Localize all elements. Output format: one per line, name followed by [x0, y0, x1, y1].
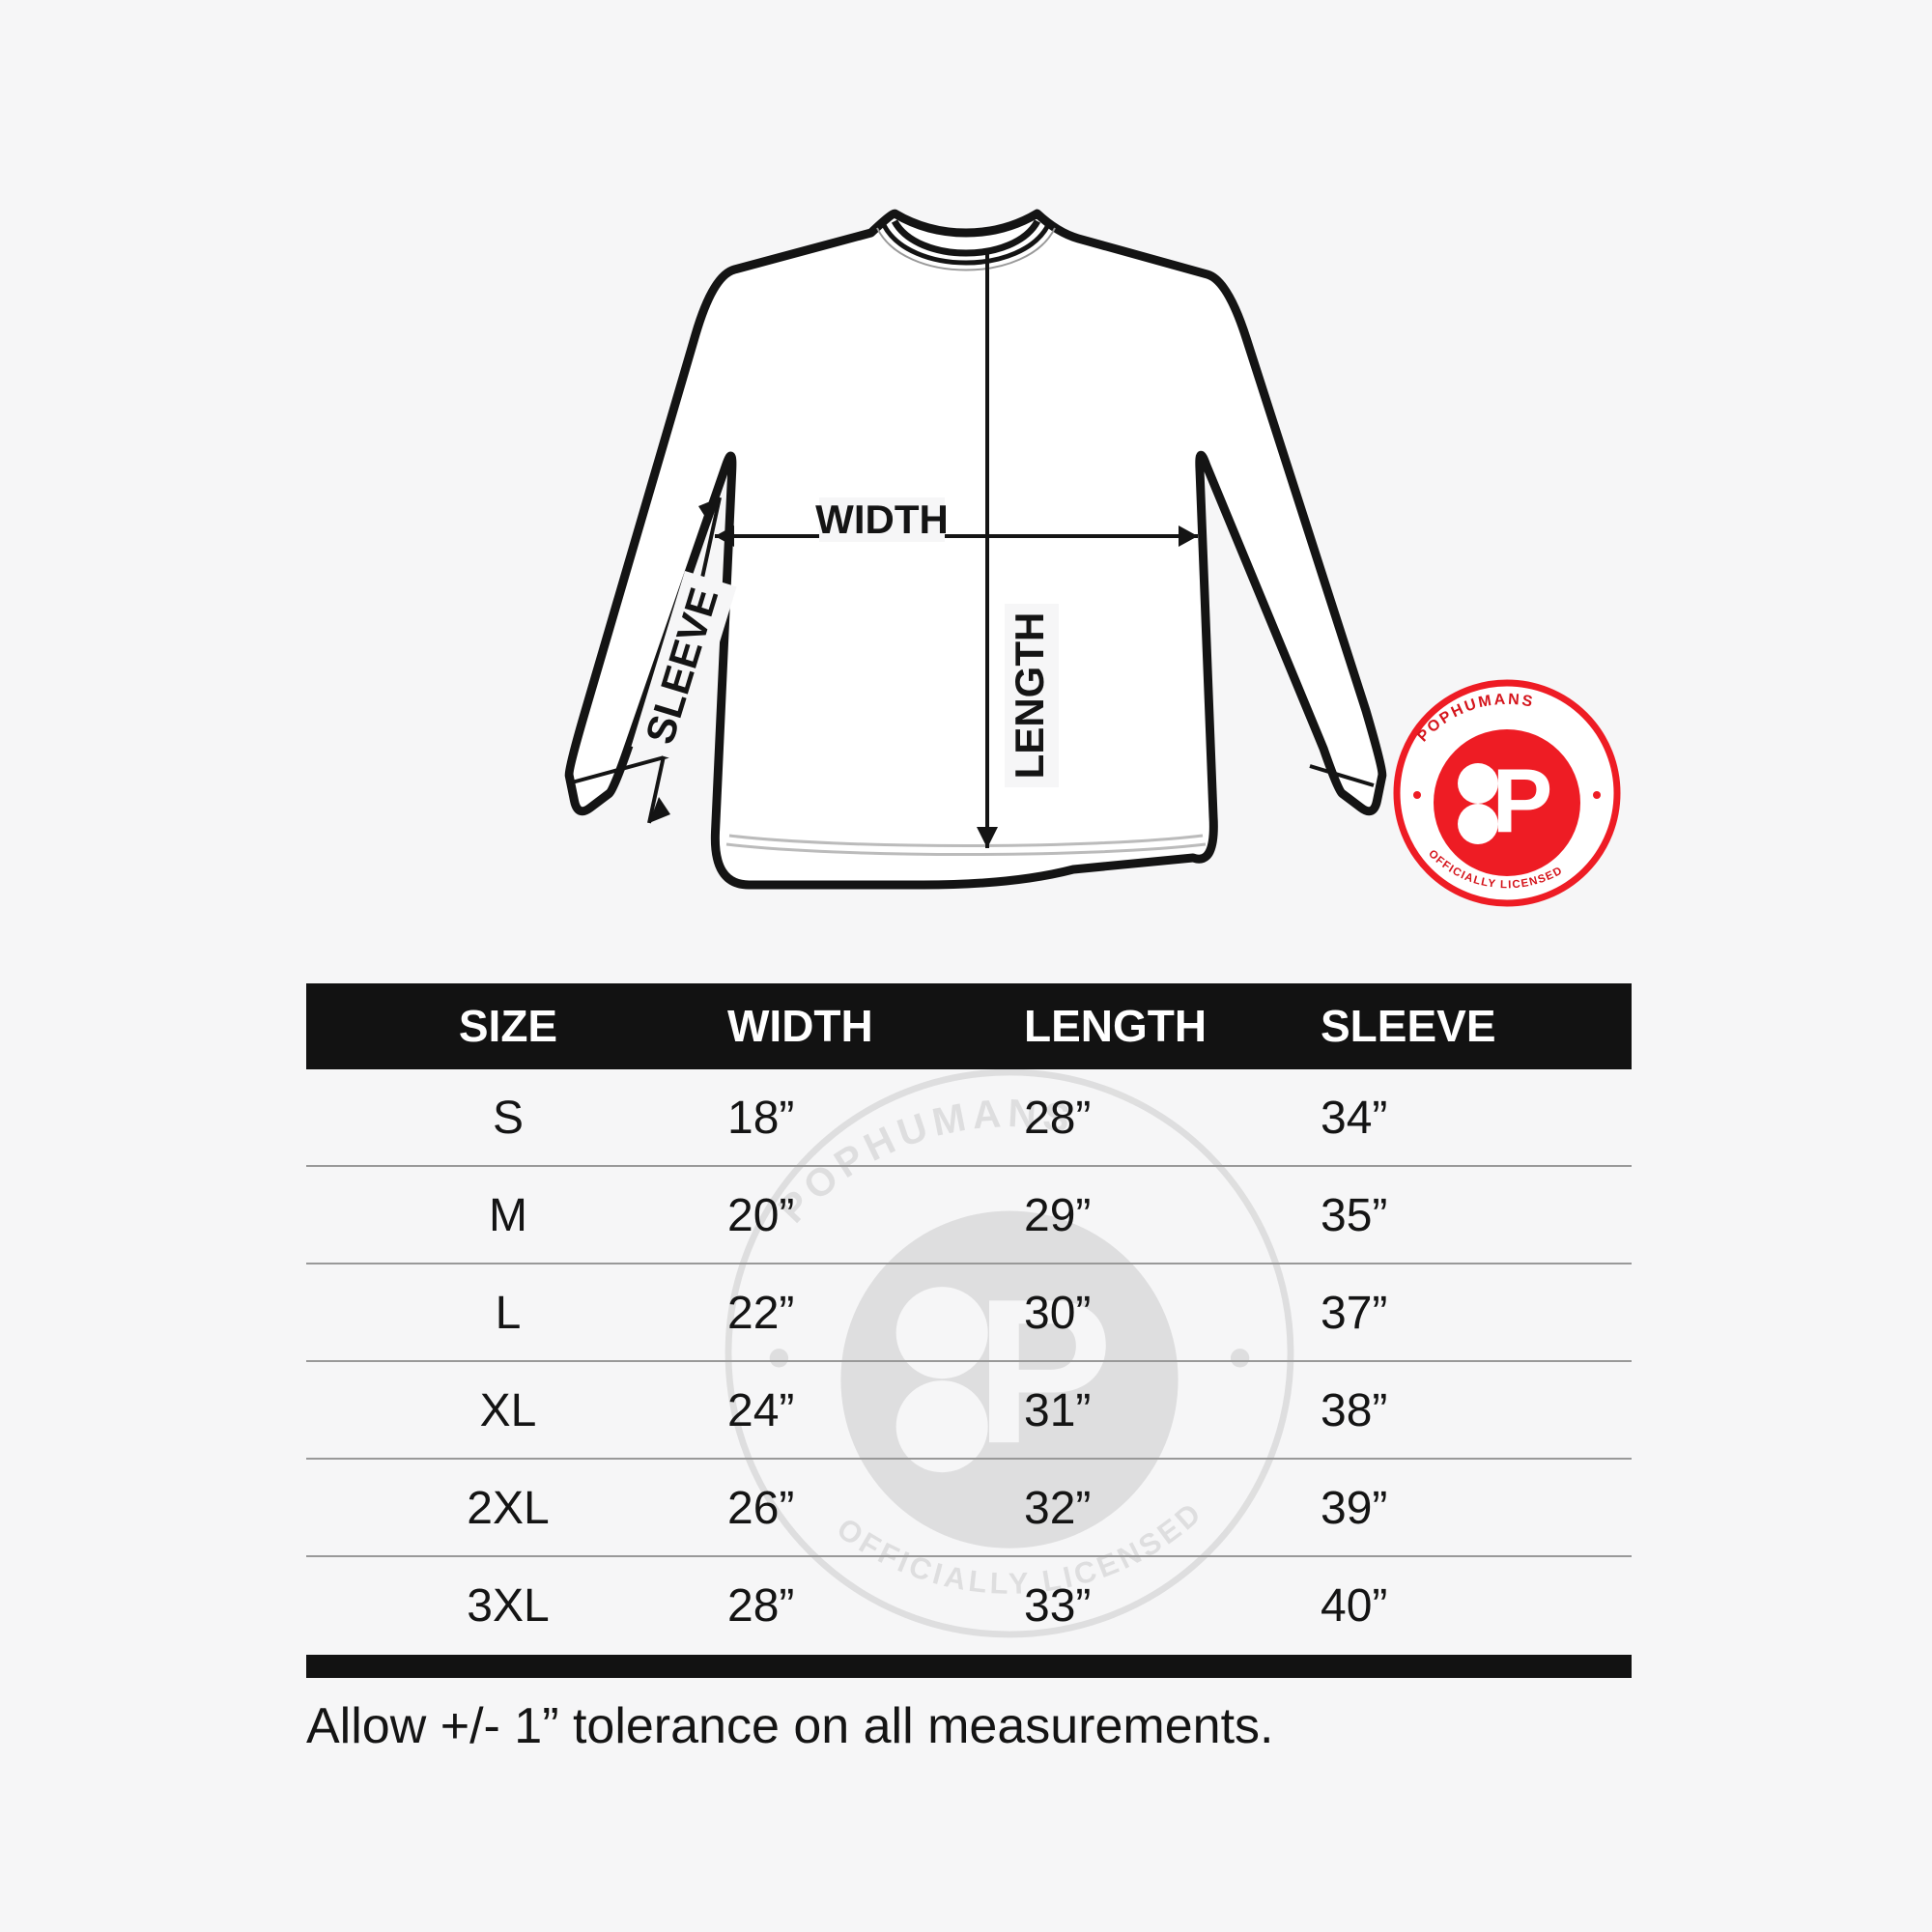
svg-text:P: P — [1492, 750, 1553, 851]
svg-text:WIDTH: WIDTH — [815, 497, 949, 542]
svg-text:LENGTH: LENGTH — [1007, 612, 1052, 780]
